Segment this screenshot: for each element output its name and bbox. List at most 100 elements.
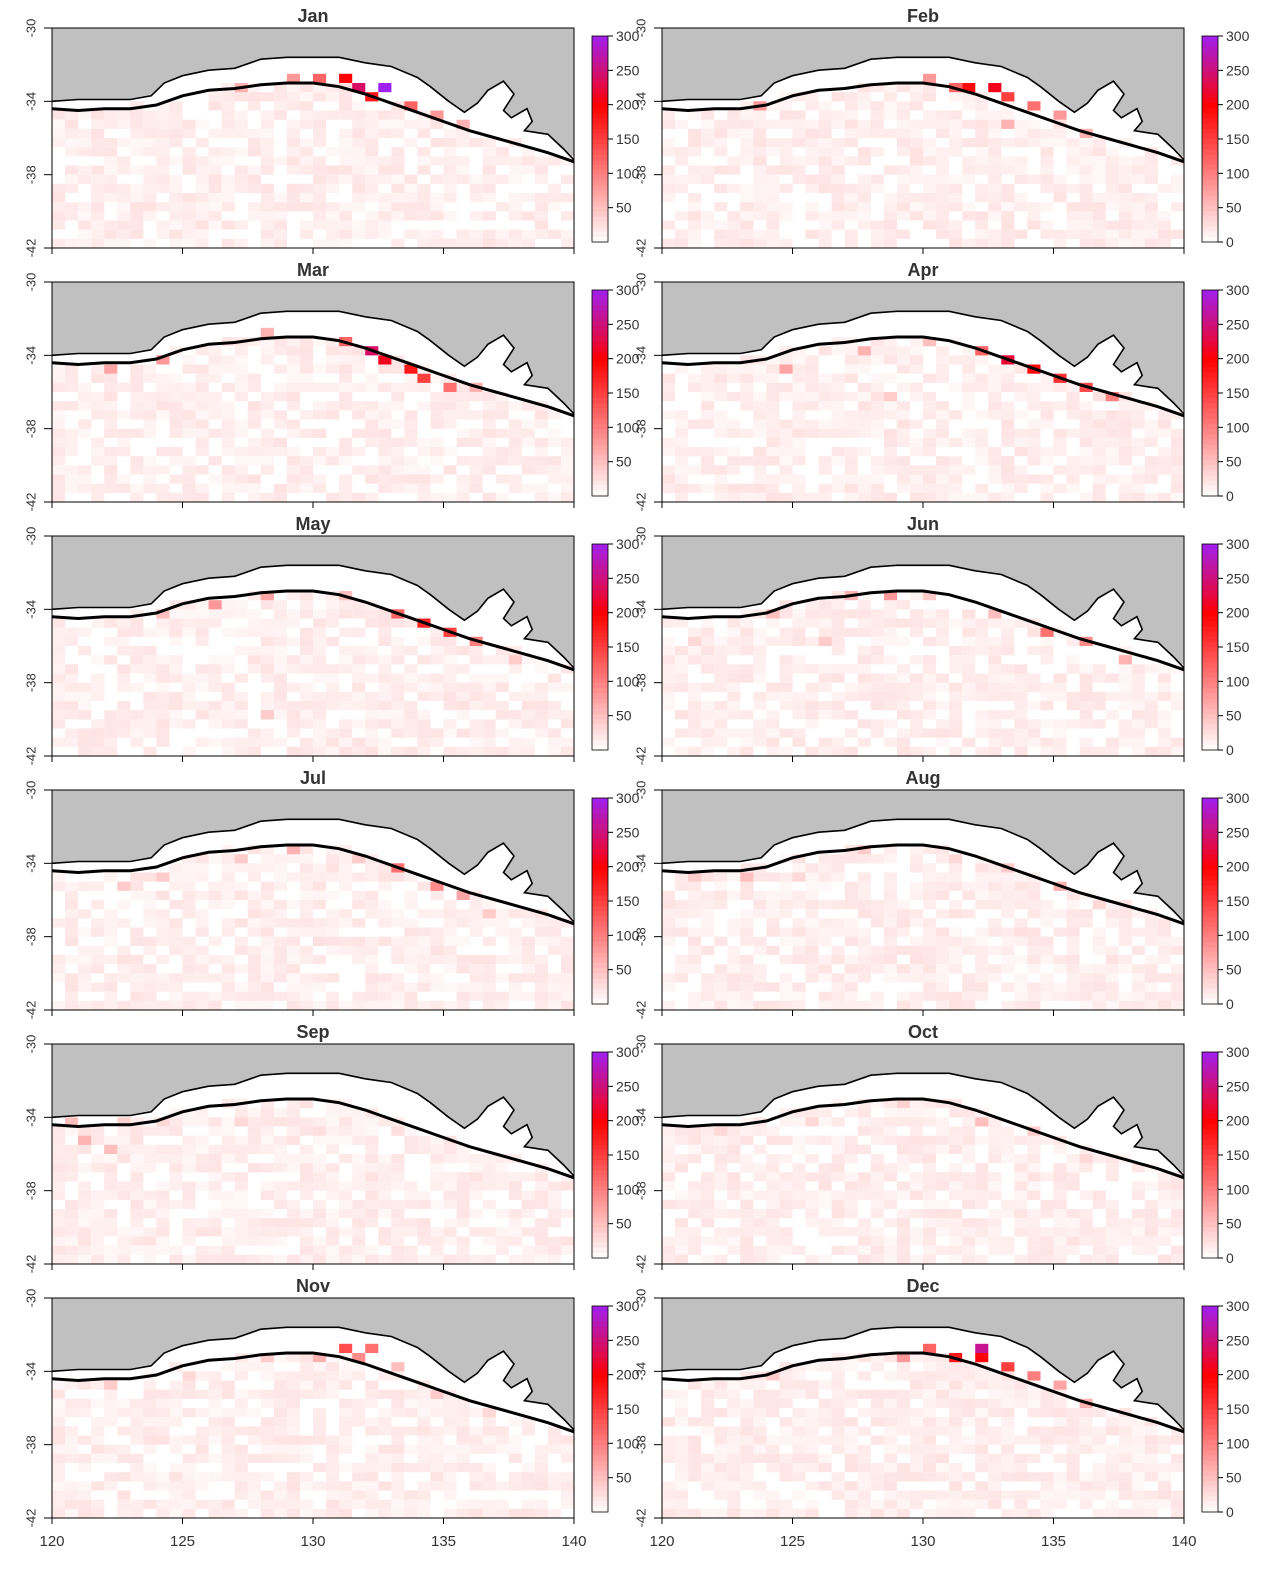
density-cell [234,1190,248,1200]
density-cell [701,890,715,900]
density-cell [78,174,92,184]
density-cell [247,1218,261,1228]
density-cell [1144,220,1158,230]
density-cell [143,936,157,946]
colorbar-segment [1202,813,1218,820]
density-cell [313,973,327,983]
density-cell [156,1144,170,1154]
density-cell [766,1227,780,1237]
density-cell [326,854,340,864]
y-tick-label: -42 [23,747,38,766]
density-cell [195,437,209,447]
density-cell [156,229,170,239]
density-cell [456,382,470,392]
density-cell [831,447,845,457]
density-cell [182,1181,196,1191]
density-cell [688,900,702,910]
density-cell [870,728,884,738]
density-cell [326,1172,340,1182]
colorbar-tick-label: 50 [1226,200,1242,216]
density-cell [779,728,793,738]
density-cell [1171,1000,1185,1010]
density-cell [1118,492,1132,502]
density-cell [247,909,261,919]
density-cell [52,964,66,974]
density-cell [1001,936,1015,946]
density-cell [443,1218,457,1228]
colorbar-segment [1202,916,1218,923]
density-cell [936,229,950,239]
density-cell [169,101,183,111]
density-cell [844,229,858,239]
density-cell [313,673,327,683]
density-cell [949,193,963,203]
density-cell [870,909,884,919]
density-cell [1053,193,1067,203]
density-cell [753,465,767,475]
density-cell [688,646,702,656]
density-cell [300,474,314,484]
density-cell [1171,229,1185,239]
density-cell [273,664,287,674]
density-cell [1105,918,1119,928]
density-cell [443,664,457,674]
density-cell [1040,229,1054,239]
density-cell [962,382,976,392]
density-cell [766,691,780,701]
density-cell [883,202,897,212]
density-cell [508,202,522,212]
colorbar-segment [592,647,608,653]
colorbar-segment [1202,470,1218,477]
colorbar-segment [592,200,608,207]
density-cell [857,1218,871,1228]
density-cell [221,710,235,720]
density-cell [883,465,897,475]
density-cell [339,918,353,928]
density-hotspot [378,83,392,93]
density-cell [818,964,832,974]
density-cell [247,1144,261,1154]
panel-title: Mar [297,260,329,280]
density-hotspot [313,1126,327,1136]
density-cell [365,719,379,729]
density-cell [365,1218,379,1228]
density-cell [534,419,548,429]
density-cell [300,1099,314,1109]
density-cell [701,1199,715,1209]
colorbar-segment [1202,667,1218,674]
density-cell [988,973,1002,983]
density-cell [701,1172,715,1182]
density-cell [818,346,832,356]
density-cell [662,1236,676,1246]
density-cell [949,646,963,656]
density-cell [404,1245,418,1255]
density-cell [910,890,924,900]
colorbar-segment [1202,341,1218,348]
density-cell [234,945,248,955]
colorbar-tick-label: 150 [616,385,640,401]
density-cell [753,211,767,221]
density-cell [714,964,728,974]
density-cell [1157,465,1171,475]
density-cell [91,1000,105,1010]
density-cell [949,701,963,711]
colorbar-segment [592,1242,608,1249]
density-cell [534,1181,548,1191]
density-cell [234,428,248,438]
density-cell [469,211,483,221]
density-cell [365,229,379,239]
density-cell [561,991,575,1001]
density-cell [104,1209,118,1219]
density-cell [143,701,157,711]
density-cell [286,1199,300,1209]
density-cell [727,664,741,674]
density-cell [156,110,170,120]
density-cell [792,918,806,928]
colorbar-segment [592,1180,608,1187]
density-cell [247,1236,261,1246]
density-cell [857,128,871,138]
density-cell [831,1218,845,1228]
density-cell [456,918,470,928]
density-cell [883,428,897,438]
density-cell [701,655,715,665]
